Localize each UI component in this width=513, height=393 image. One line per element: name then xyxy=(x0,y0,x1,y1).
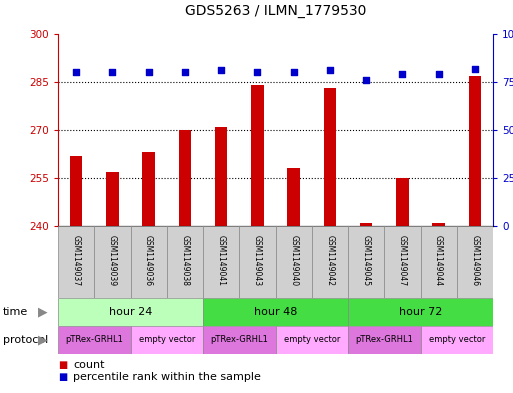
Bar xyxy=(348,226,384,298)
Text: pTRex-GRHL1: pTRex-GRHL1 xyxy=(65,336,123,345)
Bar xyxy=(203,226,239,298)
Text: empty vector: empty vector xyxy=(428,336,485,345)
Bar xyxy=(106,172,119,226)
Bar xyxy=(167,226,203,298)
Bar xyxy=(179,130,191,226)
Bar xyxy=(142,152,155,226)
Bar xyxy=(360,223,372,226)
Text: GSM1149041: GSM1149041 xyxy=(216,235,226,286)
Text: pTRex-GRHL1: pTRex-GRHL1 xyxy=(356,336,413,345)
Bar xyxy=(324,88,336,226)
Point xyxy=(181,69,189,75)
Bar xyxy=(94,226,130,298)
Point xyxy=(289,69,298,75)
Point xyxy=(326,67,334,73)
Point xyxy=(145,69,153,75)
Bar xyxy=(275,326,348,354)
Bar xyxy=(468,75,481,226)
Bar xyxy=(130,326,203,354)
Bar xyxy=(239,226,275,298)
Text: GSM1149036: GSM1149036 xyxy=(144,235,153,286)
Text: GSM1149045: GSM1149045 xyxy=(362,235,370,286)
Text: count: count xyxy=(73,360,105,370)
Point xyxy=(362,77,370,83)
Bar xyxy=(396,178,409,226)
Text: ▶: ▶ xyxy=(38,334,48,347)
Bar xyxy=(275,226,312,298)
Text: GSM1149046: GSM1149046 xyxy=(470,235,479,286)
Text: ■: ■ xyxy=(58,360,67,370)
Text: GSM1149042: GSM1149042 xyxy=(325,235,334,286)
Text: ■: ■ xyxy=(58,372,67,382)
Point xyxy=(471,65,479,72)
Bar xyxy=(203,298,348,326)
Bar xyxy=(130,226,167,298)
Point xyxy=(72,69,80,75)
Text: empty vector: empty vector xyxy=(284,336,340,345)
Text: GSM1149043: GSM1149043 xyxy=(253,235,262,286)
Bar xyxy=(58,326,130,354)
Bar xyxy=(215,127,227,226)
Text: protocol: protocol xyxy=(3,335,48,345)
Text: GSM1149044: GSM1149044 xyxy=(434,235,443,286)
Bar xyxy=(251,85,264,226)
Text: GSM1149040: GSM1149040 xyxy=(289,235,298,286)
Bar xyxy=(70,156,83,226)
Bar xyxy=(457,226,493,298)
Text: GSM1149039: GSM1149039 xyxy=(108,235,117,286)
Point xyxy=(108,69,116,75)
Bar xyxy=(58,298,203,326)
Point xyxy=(435,71,443,77)
Text: GSM1149038: GSM1149038 xyxy=(181,235,189,286)
Bar xyxy=(203,326,275,354)
Bar xyxy=(421,326,493,354)
Text: percentile rank within the sample: percentile rank within the sample xyxy=(73,372,261,382)
Text: GSM1149037: GSM1149037 xyxy=(72,235,81,286)
Text: GSM1149047: GSM1149047 xyxy=(398,235,407,286)
Text: hour 24: hour 24 xyxy=(109,307,152,317)
Bar xyxy=(432,223,445,226)
Text: hour 72: hour 72 xyxy=(399,307,442,317)
Bar xyxy=(348,298,493,326)
Text: pTRex-GRHL1: pTRex-GRHL1 xyxy=(210,336,268,345)
Point xyxy=(253,69,262,75)
Point xyxy=(398,71,406,77)
Text: empty vector: empty vector xyxy=(139,336,195,345)
Text: GDS5263 / ILMN_1779530: GDS5263 / ILMN_1779530 xyxy=(185,4,366,18)
Text: ▶: ▶ xyxy=(38,305,48,318)
Text: time: time xyxy=(3,307,28,317)
Bar xyxy=(348,326,421,354)
Bar xyxy=(384,226,421,298)
Point xyxy=(217,67,225,73)
Bar xyxy=(287,168,300,226)
Text: hour 48: hour 48 xyxy=(254,307,297,317)
Bar xyxy=(312,226,348,298)
Bar xyxy=(58,226,94,298)
Bar xyxy=(421,226,457,298)
